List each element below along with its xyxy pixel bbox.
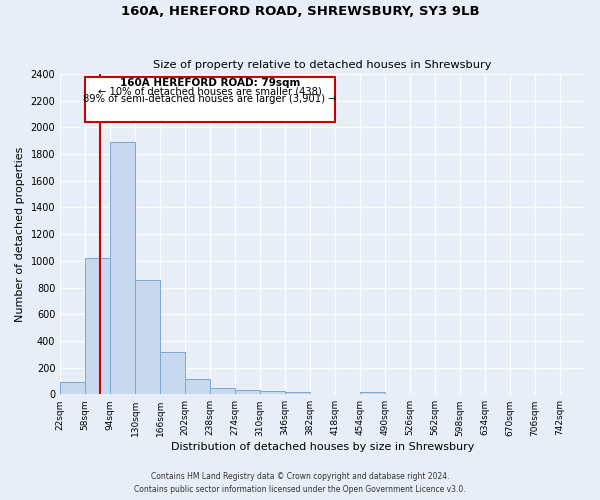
Bar	[360, 392, 385, 394]
Text: Contains HM Land Registry data © Crown copyright and database right 2024.
Contai: Contains HM Land Registry data © Crown c…	[134, 472, 466, 494]
FancyBboxPatch shape	[85, 76, 335, 122]
Bar	[210, 388, 235, 394]
X-axis label: Distribution of detached houses by size in Shrewsbury: Distribution of detached houses by size …	[171, 442, 474, 452]
Bar	[85, 258, 110, 394]
Bar	[135, 280, 160, 394]
Bar	[260, 391, 285, 394]
Bar	[285, 392, 310, 394]
Text: 160A HEREFORD ROAD: 79sqm: 160A HEREFORD ROAD: 79sqm	[120, 78, 301, 88]
Text: 89% of semi-detached houses are larger (3,901) →: 89% of semi-detached houses are larger (…	[83, 94, 337, 104]
Title: Size of property relative to detached houses in Shrewsbury: Size of property relative to detached ho…	[154, 60, 492, 70]
Text: ← 10% of detached houses are smaller (438): ← 10% of detached houses are smaller (43…	[98, 86, 322, 97]
Bar	[160, 352, 185, 395]
Text: 160A, HEREFORD ROAD, SHREWSBURY, SY3 9LB: 160A, HEREFORD ROAD, SHREWSBURY, SY3 9LB	[121, 5, 479, 18]
Bar	[185, 379, 210, 394]
Y-axis label: Number of detached properties: Number of detached properties	[15, 146, 25, 322]
Bar	[235, 390, 260, 394]
Bar	[60, 382, 85, 394]
Bar	[110, 142, 135, 395]
